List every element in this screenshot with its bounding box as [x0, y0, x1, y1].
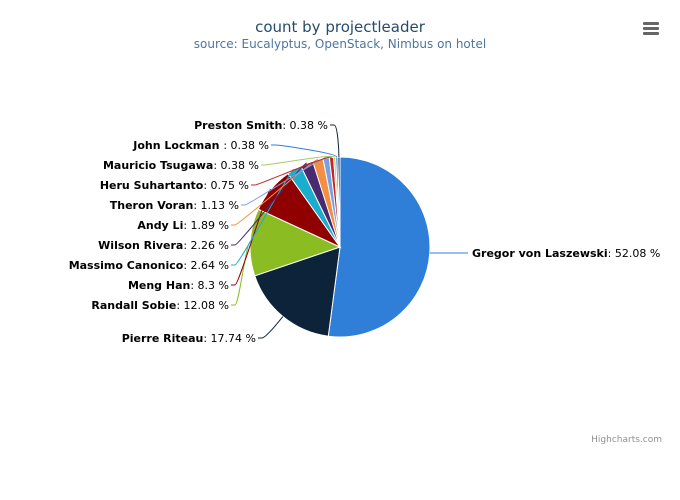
data-label-value: : 0.75 % [203, 179, 249, 192]
data-label-name: Meng Han [128, 279, 190, 292]
label-connector-pierre-riteau [258, 316, 284, 339]
data-label-theron-voran: Theron Voran: 1.13 % [110, 199, 239, 212]
context-menu-button[interactable] [639, 18, 663, 40]
label-connector-andy-li [231, 159, 319, 226]
data-label-name: Wilson Rivera [98, 239, 183, 252]
data-label-massimo-canonico: Massimo Canonico: 2.64 % [69, 259, 229, 272]
label-connector-mauricio-tsugawa [261, 155, 336, 166]
chart-subtitle: source: Eucalyptus, OpenStack, Nimbus on… [194, 37, 486, 51]
label-connector-john-lockman [271, 144, 338, 158]
data-label-meng-han: Meng Han: 8.3 % [128, 279, 229, 292]
data-label-name: Heru Suhartanto [100, 179, 204, 192]
data-label-value: : 12.08 % [176, 299, 229, 312]
credits-link[interactable]: Highcharts.com [591, 435, 662, 445]
pie-slice-pierre-riteau[interactable] [254, 246, 341, 337]
data-label-john-lockman: John Lockman : 0.38 % [132, 139, 269, 152]
data-label-mauricio-tsugawa: Mauricio Tsugawa: 0.38 % [103, 159, 259, 172]
data-label-name: Andy Li [137, 219, 183, 232]
data-label-value: : 0.38 % [213, 159, 259, 172]
data-label-preston-smith: Preston Smith: 0.38 % [194, 119, 328, 132]
data-label-randall-sobie: Randall Sobie: 12.08 % [91, 299, 229, 312]
data-label-andy-li: Andy Li: 1.89 % [137, 219, 229, 232]
pie-slices [249, 156, 431, 338]
data-label-value: : 1.13 % [193, 199, 239, 212]
label-connector-massimo-canonico [231, 168, 295, 266]
data-label-value: : 8.3 % [190, 279, 229, 292]
data-label-name: Pierre Riteau [122, 332, 204, 345]
pie-slice-gregor-von-laszewski[interactable] [327, 156, 431, 338]
data-label-name: Gregor von Laszewski [472, 247, 608, 260]
data-label-value: : 2.26 % [183, 239, 229, 252]
data-label-name: Mauricio Tsugawa [103, 159, 213, 172]
data-label-name: Theron Voran [110, 199, 194, 212]
data-label-name: John Lockman [132, 139, 223, 152]
chart-title: count by projectleader [255, 18, 426, 36]
data-label-value: : 0.38 % [282, 119, 328, 132]
data-label-value: : 0.38 % [223, 139, 269, 152]
data-label-value: : 17.74 % [203, 332, 256, 345]
data-label-gregor-von-laszewski: Gregor von Laszewski: 52.08 % [472, 247, 660, 260]
data-label-name: Randall Sobie [91, 299, 176, 312]
data-label-name: Massimo Canonico [69, 259, 184, 272]
data-label-pierre-riteau: Pierre Riteau: 17.74 % [122, 332, 256, 345]
label-connector-preston-smith [330, 124, 340, 158]
data-label-name: Preston Smith [194, 119, 282, 132]
data-label-connectors [231, 124, 468, 339]
data-label-value: : 52.08 % [608, 247, 661, 260]
label-connector-meng-han [231, 188, 272, 286]
data-label-value: : 1.89 % [183, 219, 229, 232]
data-labels: Gregor von Laszewski: 52.08 % Pierre Rite… [69, 119, 661, 345]
label-connector-heru-suhartanto [251, 156, 332, 186]
data-label-heru-suhartanto: Heru Suhartanto: 0.75 % [100, 179, 249, 192]
data-label-value: : 2.64 % [183, 259, 229, 272]
data-label-wilson-rivera: Wilson Rivera: 2.26 % [98, 239, 229, 252]
